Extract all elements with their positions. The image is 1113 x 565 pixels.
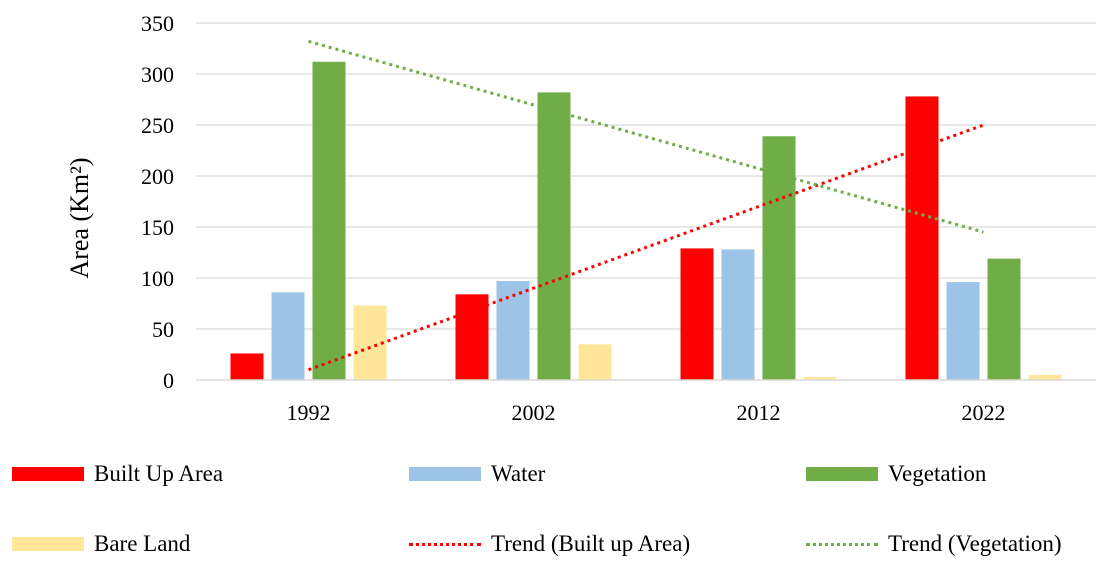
bar-vegetation-2012 — [762, 136, 796, 380]
y-tick-label: 300 — [141, 62, 174, 87]
trendline-trend-built-up-area — [307, 123, 985, 372]
legend: Built Up Area Water Vegetation Bare Land Tre… — [0, 445, 1113, 565]
trendlines — [307, 39, 985, 372]
bar-bare-land-2012 — [803, 376, 837, 380]
legend-item: Trend (Vegetation) — [806, 529, 1062, 559]
legend-label: Built Up Area — [94, 461, 224, 486]
legend-label: Vegetation — [888, 461, 987, 486]
legend-label: Trend (Vegetation) — [888, 531, 1062, 556]
y-tick-label: 350 — [141, 11, 174, 36]
bars — [230, 61, 1062, 381]
y-tick-labels: 0 50 100 150 200 250 300 350 — [141, 11, 174, 393]
bar-vegetation-2022 — [987, 258, 1021, 380]
legend-swatch — [806, 467, 878, 481]
y-tick-label: 250 — [141, 113, 174, 138]
bar-bare-land-2022 — [1028, 374, 1062, 380]
bar-vegetation-1992 — [312, 61, 346, 380]
bar-built-up-area-1992 — [230, 353, 264, 380]
y-tick-label: 150 — [141, 215, 174, 240]
x-tick-labels: 1992 2002 2012 2022 — [287, 400, 1006, 425]
legend-item: Vegetation — [806, 459, 986, 489]
bar-built-up-area-2002 — [455, 294, 489, 380]
bar-water-1992 — [271, 292, 305, 380]
legend-item: Trend (Built up Area) — [409, 529, 690, 559]
gridlines — [196, 22, 1096, 330]
legend-label: Trend (Built up Area) — [491, 531, 691, 556]
y-tick-label: 50 — [152, 317, 174, 342]
y-tick-label: 200 — [141, 164, 174, 189]
y-axis-label: Area (Km²) — [65, 157, 94, 278]
legend-swatch — [12, 537, 84, 551]
legend-swatch — [12, 467, 84, 481]
y-tick-label: 0 — [163, 368, 174, 393]
bar-built-up-area-2022 — [905, 96, 939, 380]
bar-water-2012 — [721, 249, 755, 380]
legend-label: Bare Land — [94, 531, 191, 556]
bar-bare-land-2002 — [578, 344, 612, 380]
bar-water-2022 — [946, 282, 980, 380]
x-tick-label: 1992 — [287, 400, 331, 425]
legend-item: Bare Land — [12, 529, 190, 559]
legend-swatch — [409, 467, 481, 481]
legend-swatch — [806, 542, 878, 546]
bar-vegetation-2002 — [537, 92, 571, 381]
legend-swatch — [409, 542, 481, 546]
y-tick-label: 100 — [141, 266, 174, 291]
chart-svg: 0 50 100 150 200 250 300 350 1992 2002 2012 2022 A… — [65, 11, 1096, 425]
x-tick-label: 2002 — [512, 400, 556, 425]
bar-built-up-area-2012 — [680, 248, 714, 380]
legend-label: Water — [491, 461, 546, 486]
legend-item: Water — [409, 459, 545, 489]
trendline-trend-vegetation — [308, 39, 984, 234]
legend-item: Built Up Area — [12, 459, 223, 489]
x-tick-label: 2022 — [962, 400, 1006, 425]
bar-water-2002 — [496, 281, 530, 380]
x-tick-label: 2012 — [737, 400, 781, 425]
